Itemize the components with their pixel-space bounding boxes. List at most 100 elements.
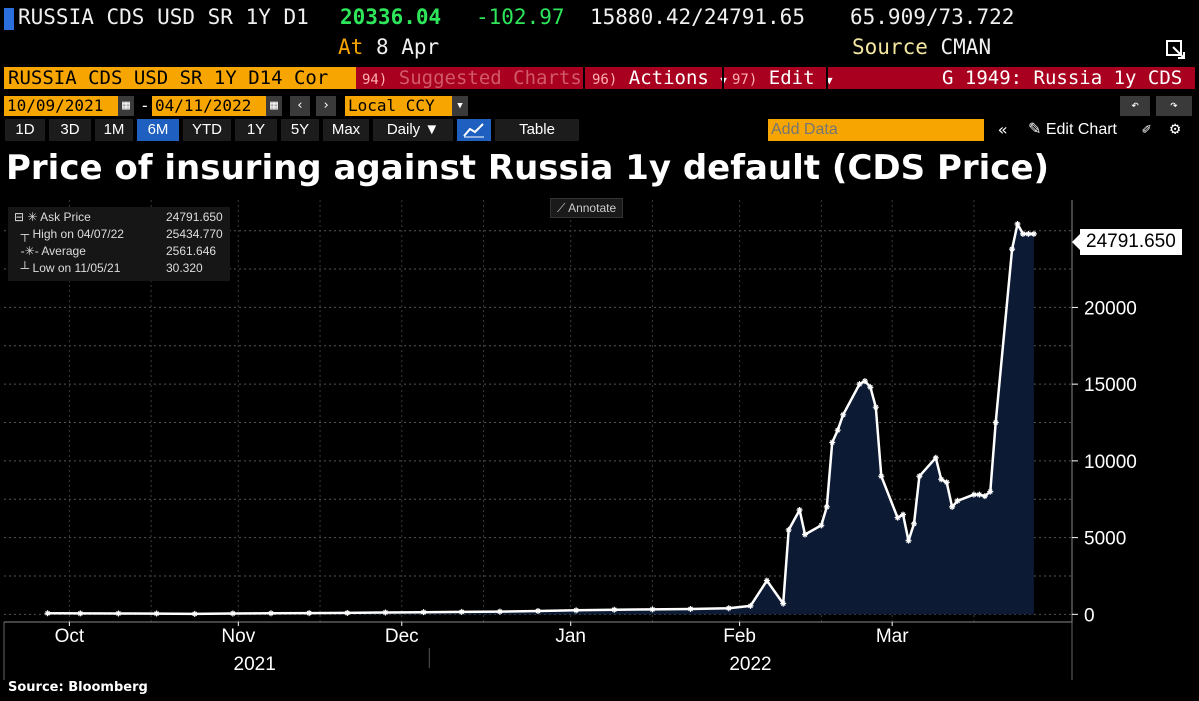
data-point-marker — [938, 476, 945, 483]
table-button[interactable]: Table — [495, 119, 579, 141]
data-point-marker — [992, 419, 999, 426]
x-tick-label-month: Feb — [723, 626, 756, 647]
actions-num: 96) — [592, 72, 618, 88]
action-bar — [356, 67, 1195, 89]
data-point-marker — [1019, 230, 1026, 237]
legend-row-ask: ⊟ ✳ Ask Price 24791.650 — [14, 209, 223, 226]
data-point-marker — [818, 522, 825, 529]
tab-max[interactable]: Max — [323, 119, 369, 141]
data-point-marker — [916, 473, 923, 480]
y-tick-label: 15000 — [1084, 375, 1137, 396]
chart-id: G 1949: Russia 1y CDS — [942, 67, 1183, 89]
data-point-marker — [943, 479, 950, 486]
source-label: Source — [852, 35, 928, 59]
edit-num: 97) — [732, 72, 758, 88]
start-date-field[interactable]: 10/09/2021 — [4, 96, 120, 116]
source-value: CMAN — [940, 35, 992, 59]
line-chart-icon[interactable] — [457, 119, 491, 141]
suggested-label: Suggested Charts — [398, 67, 582, 89]
suggested-num: 94) — [362, 72, 388, 88]
annotate-button[interactable]: ⟋ Annotate — [550, 198, 624, 218]
data-point-marker — [725, 605, 732, 612]
asterisk-icon: ⊟ ✳ — [14, 210, 38, 224]
tab-3d[interactable]: 3D — [49, 119, 91, 141]
legend-label: Average — [41, 244, 86, 258]
legend-box[interactable]: ⊟ ✳ Ask Price 24791.650 ┬ High on 04/07/… — [8, 207, 230, 281]
data-point-marker — [970, 491, 977, 498]
data-point-marker — [856, 381, 863, 388]
data-point-marker — [535, 607, 541, 614]
legend-value: 24791.650 — [166, 210, 223, 224]
x-tick-label-month: Nov — [221, 626, 255, 647]
tab-1y[interactable]: 1Y — [235, 119, 277, 141]
end-date-field[interactable]: 04/11/2022 — [152, 96, 268, 116]
edit-chart-button[interactable]: ✎ Edit Chart — [1028, 119, 1117, 141]
data-point-marker — [872, 404, 879, 411]
chevron-right-icon[interactable]: › — [316, 96, 336, 116]
average-icon: -✳- — [14, 244, 39, 258]
expand-icon[interactable] — [1166, 40, 1186, 60]
x-tick-label-month: Dec — [385, 626, 419, 647]
data-point-marker — [949, 503, 956, 510]
edit-icon[interactable]: ✐ — [1142, 120, 1152, 138]
x-tick-label-year: 2021 — [234, 654, 276, 675]
chevron-left-icon[interactable]: ‹ — [290, 96, 310, 116]
source-info: Source CMAN — [852, 35, 991, 59]
date-dash: - — [140, 96, 150, 115]
frequency-select[interactable]: Daily ▼ — [373, 119, 453, 141]
edit-button[interactable]: 97) Edit ▼ — [732, 67, 833, 92]
legend-row-average: -✳- Average 2561.646 — [14, 243, 216, 260]
last-value-tag: 24791.650 — [1080, 229, 1182, 255]
data-point-marker — [344, 609, 351, 616]
data-point-marker — [780, 600, 787, 607]
ticker-name: RUSSIA CDS USD SR 1Y D1 — [18, 5, 309, 29]
data-point-marker — [894, 514, 901, 521]
data-point-marker — [611, 606, 618, 613]
calendar-icon[interactable]: ▦ — [266, 96, 282, 116]
range-low: 15880.42 — [590, 5, 692, 29]
suggested-charts-button[interactable]: 94) Suggested Charts — [362, 67, 582, 91]
divider — [722, 67, 724, 89]
data-point-marker — [747, 602, 754, 609]
tab-5y[interactable]: 5Y — [281, 119, 319, 141]
collapse-icon[interactable]: « — [998, 120, 1008, 139]
legend-value: 30.320 — [166, 261, 203, 275]
low-icon: ┴ — [14, 261, 30, 275]
x-tick-label-month: Jan — [555, 626, 586, 647]
data-point-marker — [420, 609, 427, 616]
net-change: -102.97 — [476, 5, 565, 29]
tab-1d[interactable]: 1D — [5, 119, 45, 141]
data-point-marker — [987, 488, 994, 495]
data-point-marker — [229, 610, 236, 617]
actions-button[interactable]: 96) Actions ▼ — [592, 67, 727, 92]
pencil-icon: ⟋ — [557, 201, 566, 215]
tab-ytd[interactable]: YTD — [183, 119, 231, 141]
redo-icon[interactable]: ↷ — [1156, 96, 1192, 116]
add-data-input[interactable] — [768, 119, 984, 141]
legend-value: 2561.646 — [166, 244, 217, 258]
data-point-marker — [191, 610, 198, 617]
data-point-marker — [1030, 230, 1037, 237]
y-tick-label: 10000 — [1084, 452, 1137, 473]
tab-6m[interactable]: 6M — [137, 119, 179, 141]
chart-title: Price of insuring against Russia 1y defa… — [6, 148, 1050, 188]
undo-icon[interactable]: ↶ — [1120, 96, 1150, 116]
actions-label: Actions — [628, 67, 709, 89]
data-point-marker — [573, 607, 580, 614]
legend-label: High on 04/07/22 — [32, 227, 124, 241]
cds-chart[interactable]: 0 5000 10000 15000 20000 Oct Nov Dec Jan Feb Mar 20… — [0, 196, 1199, 680]
gear-icon[interactable]: ⚙ — [1170, 119, 1181, 139]
data-point-marker — [1009, 246, 1016, 253]
calendar-icon[interactable]: ▦ — [118, 96, 134, 116]
tab-1m[interactable]: 1M — [95, 119, 133, 141]
chevron-down-icon: ▼ — [825, 74, 833, 87]
legend-label: Low on 11/05/21 — [32, 261, 121, 275]
data-point-marker — [382, 609, 389, 616]
data-point-marker — [649, 606, 656, 613]
pct-low: 65.909 — [850, 5, 926, 29]
security-field[interactable]: RUSSIA CDS USD SR 1Y D14 Cor — [4, 67, 356, 89]
chevron-down-icon[interactable]: ▼ — [452, 96, 468, 116]
at-label: At — [338, 35, 364, 59]
pencil-icon: ✎ — [1028, 121, 1042, 138]
currency-select[interactable]: Local CCY — [345, 96, 455, 116]
